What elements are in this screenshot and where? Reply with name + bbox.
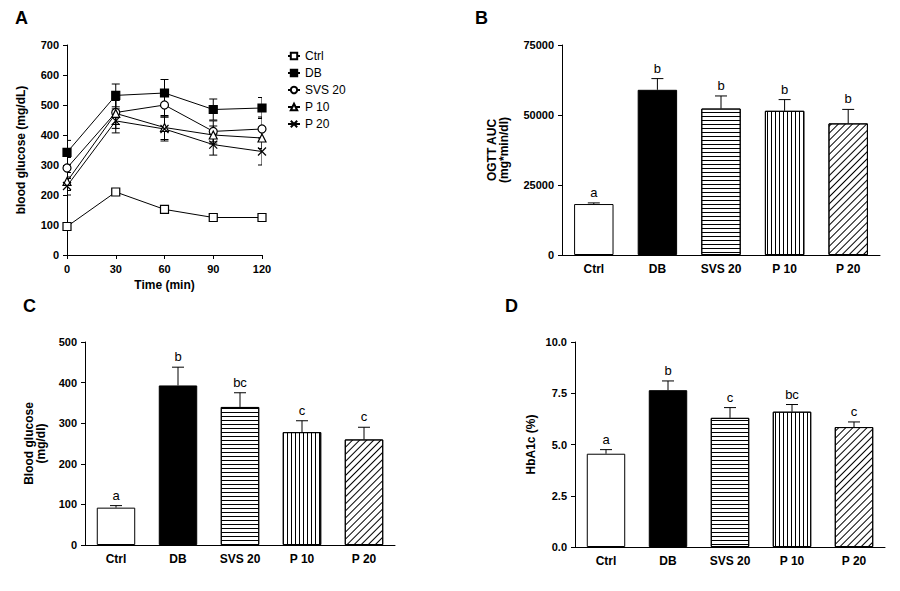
svg-text:300: 300 (59, 417, 77, 429)
svg-text:b: b (654, 61, 661, 76)
svg-text:P 20: P 20 (836, 262, 861, 276)
svg-text:c: c (361, 409, 368, 424)
svg-text:(mg/dl): (mg/dl) (34, 424, 48, 464)
svg-text:A: A (15, 8, 28, 28)
svg-text:500: 500 (41, 99, 59, 111)
svg-text:a: a (112, 488, 120, 503)
svg-text:120: 120 (253, 263, 271, 275)
svg-text:0: 0 (548, 249, 554, 261)
svg-text:DB: DB (169, 552, 187, 566)
svg-text:100: 100 (41, 219, 59, 231)
svg-text:400: 400 (41, 129, 59, 141)
svg-text:c: c (299, 403, 306, 418)
svg-text:10.0: 10.0 (546, 336, 567, 348)
svg-text:(mg*min/dl): (mg*min/dl) (497, 117, 511, 183)
svg-text:C: C (23, 296, 36, 316)
svg-text:OGTT AUC: OGTT AUC (485, 118, 499, 182)
svg-text:D: D (505, 296, 518, 316)
svg-text:Ctrl: Ctrl (596, 554, 617, 568)
svg-text:30: 30 (110, 263, 122, 275)
svg-text:400: 400 (59, 377, 77, 389)
svg-text:Time (min): Time (min) (134, 278, 194, 292)
svg-text:7.5: 7.5 (552, 387, 567, 399)
svg-text:DB: DB (649, 262, 667, 276)
svg-text:0: 0 (71, 539, 77, 551)
svg-text:b: b (845, 91, 852, 106)
svg-text:50000: 50000 (523, 109, 554, 121)
svg-text:0.0: 0.0 (552, 541, 567, 553)
svg-text:blood glucose (mg/dL): blood glucose (mg/dL) (14, 86, 28, 215)
svg-text:75000: 75000 (523, 39, 554, 51)
svg-text:600: 600 (41, 69, 59, 81)
svg-text:P 10: P 10 (290, 552, 315, 566)
svg-text:SVS 20: SVS 20 (305, 83, 346, 97)
svg-text:Ctrl: Ctrl (583, 262, 604, 276)
svg-text:200: 200 (59, 458, 77, 470)
svg-text:0: 0 (64, 263, 70, 275)
svg-text:DB: DB (305, 66, 322, 80)
svg-text:100: 100 (59, 498, 77, 510)
svg-text:Blood glucose: Blood glucose (22, 402, 36, 485)
svg-text:0: 0 (53, 249, 59, 261)
svg-text:b: b (174, 349, 181, 364)
svg-text:Ctrl: Ctrl (106, 552, 127, 566)
svg-text:P 20: P 20 (352, 552, 377, 566)
svg-text:500: 500 (59, 336, 77, 348)
svg-text:2.5: 2.5 (552, 490, 567, 502)
svg-text:bc: bc (785, 387, 799, 402)
svg-text:c: c (851, 404, 858, 419)
svg-text:b: b (781, 82, 788, 97)
svg-text:60: 60 (158, 263, 170, 275)
svg-text:P 20: P 20 (305, 117, 330, 131)
svg-text:b: b (717, 78, 724, 93)
svg-text:5.0: 5.0 (552, 439, 567, 451)
svg-text:200: 200 (41, 189, 59, 201)
svg-text:bc: bc (233, 375, 247, 390)
svg-text:HbA1c (%): HbA1c (%) (524, 414, 538, 474)
svg-text:B: B (475, 8, 488, 28)
svg-text:a: a (590, 185, 598, 200)
svg-text:a: a (602, 432, 610, 447)
svg-text:300: 300 (41, 159, 59, 171)
svg-text:P 10: P 10 (305, 100, 330, 114)
svg-text:b: b (664, 363, 671, 378)
svg-text:90: 90 (207, 263, 219, 275)
svg-text:SVS 20: SVS 20 (701, 262, 742, 276)
svg-text:SVS 20: SVS 20 (220, 552, 261, 566)
svg-text:c: c (727, 390, 734, 405)
svg-text:700: 700 (41, 39, 59, 51)
svg-text:P 10: P 10 (772, 262, 797, 276)
svg-text:Ctrl: Ctrl (305, 49, 324, 63)
svg-text:SVS 20: SVS 20 (710, 554, 751, 568)
svg-text:P 20: P 20 (842, 554, 867, 568)
svg-text:P 10: P 10 (780, 554, 805, 568)
svg-text:25000: 25000 (523, 179, 554, 191)
svg-text:DB: DB (659, 554, 677, 568)
